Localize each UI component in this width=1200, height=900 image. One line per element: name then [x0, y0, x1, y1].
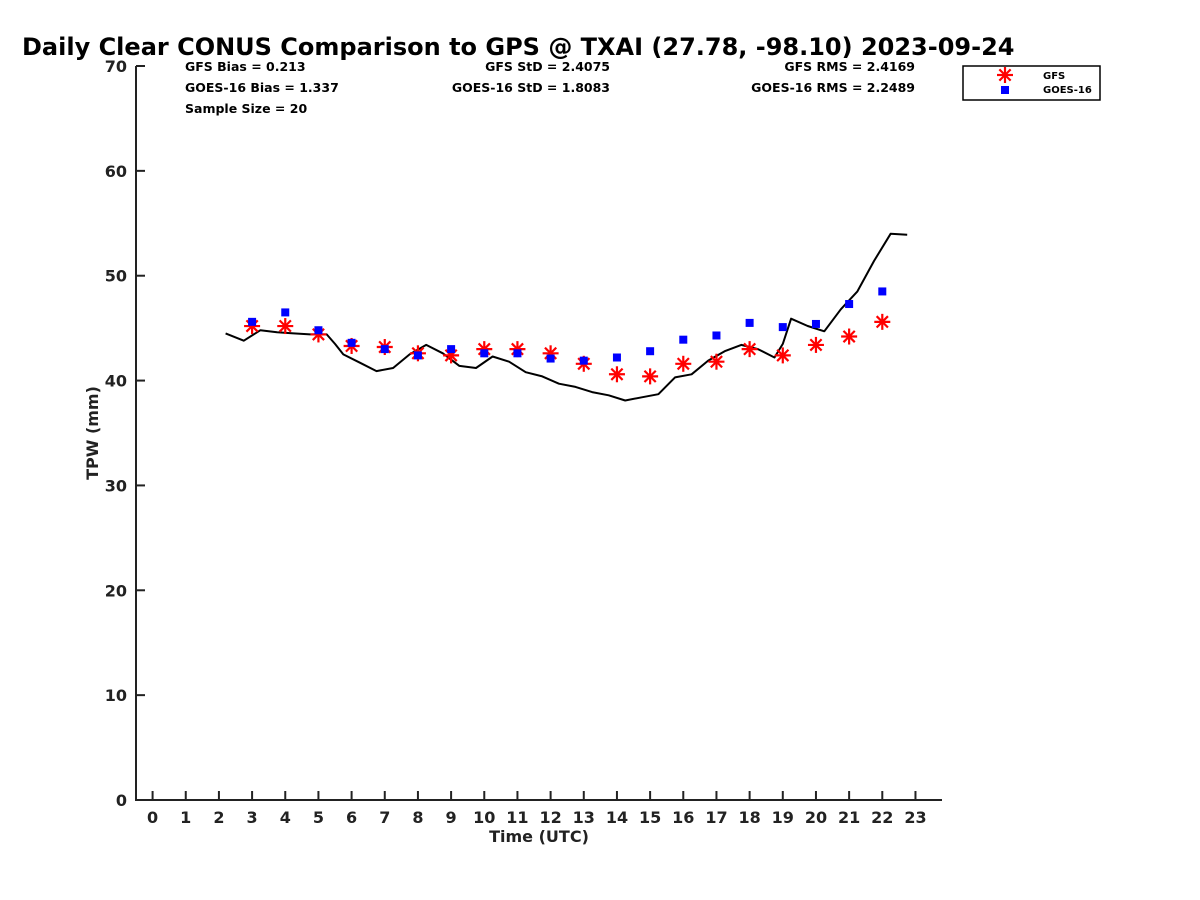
- plot-marks: [225, 232, 908, 402]
- x-tick-label: 22: [871, 808, 893, 827]
- gfs-point: [841, 328, 858, 345]
- goes-point: [712, 331, 721, 340]
- goes-point: [513, 349, 522, 358]
- gfs-point: [642, 368, 659, 385]
- y-tick-label: 10: [105, 686, 127, 705]
- goes-point: [480, 349, 489, 358]
- x-tick-label: 12: [539, 808, 561, 827]
- legend-goes-label: GOES-16: [1043, 85, 1092, 96]
- x-tick-label: 18: [738, 808, 760, 827]
- y-tick-label: 40: [105, 372, 127, 391]
- goes-point: [778, 323, 787, 332]
- goes-point: [745, 318, 754, 327]
- x-tick-label: 1: [180, 808, 191, 827]
- x-tick-label: 3: [247, 808, 258, 827]
- x-tick-label: 0: [147, 808, 158, 827]
- x-tick-label: 15: [639, 808, 661, 827]
- goes-std-text: GOES-16 StD = 1.8083: [452, 80, 610, 95]
- gfs-point: [807, 336, 824, 353]
- x-axis-label: Time (UTC): [489, 827, 589, 846]
- legend: GFS GOES-16: [962, 65, 1101, 101]
- x-ticks: 0 1 2 3 4 5 6 7 8 9 10 11 12 13 14 15 16 17 18 19 20 21 22 23: [147, 791, 927, 827]
- gfs-point: [741, 341, 758, 358]
- goes-point: [546, 354, 555, 363]
- goes-point: [447, 345, 456, 354]
- legend-goes-marker: [1001, 86, 1009, 94]
- goes-point: [878, 287, 887, 296]
- goes-point: [646, 347, 655, 356]
- y-tick-label: 50: [105, 267, 127, 286]
- x-tick-label: 8: [412, 808, 423, 827]
- goes-point: [679, 335, 688, 344]
- y-tick-label: 20: [105, 581, 127, 600]
- gfs-std-text: GFS StD = 2.4075: [485, 59, 610, 74]
- y-ticks: 0 10 20 30 40 50 60 70: [105, 57, 145, 810]
- legend-gfs-label: GFS: [1043, 71, 1065, 82]
- legend-gfs-asterisk: [997, 67, 1013, 83]
- y-tick-label: 30: [105, 476, 127, 495]
- y-tick-label: 70: [105, 57, 127, 76]
- x-tick-label: 21: [838, 808, 860, 827]
- sample-size-text: Sample Size = 20: [185, 101, 307, 116]
- x-tick-label: 6: [346, 808, 357, 827]
- gfs-point: [708, 353, 725, 370]
- chart-title: Daily Clear CONUS Comparison to GPS @ TX…: [22, 33, 1014, 61]
- goes-point: [347, 338, 356, 347]
- x-tick-label: 16: [672, 808, 694, 827]
- x-tick-label: 2: [213, 808, 224, 827]
- goes-point: [612, 353, 621, 362]
- x-tick-label: 20: [805, 808, 827, 827]
- x-tick-label: 14: [606, 808, 628, 827]
- goes-bias-text: GOES-16 Bias = 1.337: [185, 80, 339, 95]
- y-tick-label: 0: [116, 791, 127, 810]
- x-tick-label: 17: [705, 808, 727, 827]
- x-tick-label: 7: [379, 808, 390, 827]
- x-tick-label: 5: [313, 808, 324, 827]
- goes-point: [314, 326, 323, 335]
- legend-gfs-marker: [997, 67, 1013, 83]
- goes-rms-text: GOES-16 RMS = 2.2489: [751, 80, 915, 95]
- x-tick-label: 13: [573, 808, 595, 827]
- goes-point: [281, 308, 290, 317]
- x-tick-label: 10: [473, 808, 495, 827]
- gfs-point: [608, 366, 625, 383]
- gfs-point: [874, 313, 891, 330]
- gfs-bias-text: GFS Bias = 0.213: [185, 59, 306, 74]
- x-tick-label: 4: [280, 808, 291, 827]
- legend-box: [962, 65, 1101, 101]
- y-axis-label: TPW (mm): [83, 386, 102, 480]
- x-tick-label: 23: [904, 808, 926, 827]
- goes-point: [579, 356, 588, 365]
- x-tick-label: 11: [506, 808, 528, 827]
- goes-point: [413, 351, 422, 360]
- axes: [135, 66, 942, 801]
- gps-series-line: [225, 232, 908, 402]
- gfs-point: [675, 355, 692, 372]
- x-tick-label: 9: [446, 808, 457, 827]
- gfs-point: [774, 347, 791, 364]
- goes-point: [380, 345, 389, 354]
- y-tick-label: 60: [105, 162, 127, 181]
- gfs-rms-text: GFS RMS = 2.4169: [784, 59, 915, 74]
- goes-point: [248, 317, 257, 326]
- gfs-point: [277, 318, 294, 335]
- x-tick-label: 19: [772, 808, 794, 827]
- goes-point: [845, 300, 854, 309]
- goes-point: [811, 319, 820, 328]
